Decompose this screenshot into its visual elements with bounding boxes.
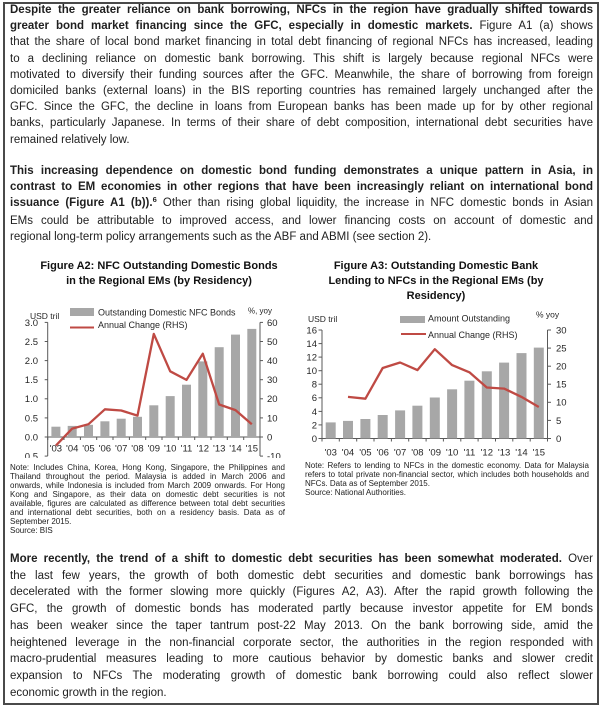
svg-text:'11: '11 (181, 444, 193, 455)
svg-text:30: 30 (267, 375, 278, 386)
svg-text:6: 6 (312, 393, 317, 404)
svg-text:'03: '03 (325, 448, 337, 459)
svg-text:'06: '06 (99, 444, 111, 455)
svg-text:'06: '06 (377, 448, 389, 459)
svg-text:8: 8 (312, 380, 317, 391)
svg-text:-10: -10 (267, 452, 281, 459)
svg-text:Amount Outstanding: Amount Outstanding (428, 314, 510, 324)
svg-text:'11: '11 (464, 448, 476, 459)
svg-text:20: 20 (556, 362, 567, 373)
svg-text:0.0: 0.0 (25, 432, 38, 443)
svg-text:-0.5: -0.5 (25, 452, 38, 459)
svg-text:'13: '13 (498, 448, 510, 459)
svg-text:10: 10 (267, 413, 278, 424)
svg-text:5: 5 (556, 416, 561, 427)
svg-text:'05: '05 (359, 448, 371, 459)
svg-text:Annual Change (RHS): Annual Change (RHS) (98, 320, 188, 330)
svg-text:3.0: 3.0 (25, 318, 38, 329)
svg-text:Annual Change (RHS): Annual Change (RHS) (428, 330, 518, 340)
svg-text:Outstanding Domestic NFC Bonds: Outstanding Domestic NFC Bonds (98, 308, 236, 318)
svg-text:0: 0 (556, 434, 561, 445)
svg-text:16: 16 (306, 325, 317, 336)
svg-text:USD tril: USD tril (308, 314, 337, 324)
svg-text:14: 14 (306, 339, 317, 350)
svg-text:12: 12 (306, 353, 317, 364)
svg-text:50: 50 (267, 337, 278, 348)
svg-text:15: 15 (556, 380, 567, 391)
svg-text:'08: '08 (131, 444, 143, 455)
svg-text:'03: '03 (50, 444, 62, 455)
svg-text:'13: '13 (213, 444, 225, 455)
svg-text:2: 2 (312, 420, 317, 431)
svg-text:'05: '05 (82, 444, 94, 455)
svg-text:10: 10 (306, 366, 317, 377)
svg-text:'10: '10 (446, 448, 458, 459)
svg-text:0.5: 0.5 (25, 413, 38, 424)
svg-text:'12: '12 (481, 448, 493, 459)
svg-text:1.0: 1.0 (25, 394, 38, 405)
svg-text:USD tril: USD tril (30, 311, 59, 321)
svg-text:'07: '07 (394, 448, 406, 459)
svg-text:20: 20 (267, 394, 278, 405)
svg-text:2.5: 2.5 (25, 337, 38, 348)
svg-text:10: 10 (556, 398, 567, 409)
svg-text:0: 0 (267, 432, 272, 443)
svg-text:'14: '14 (515, 448, 527, 459)
svg-text:0: 0 (312, 434, 317, 445)
svg-text:60: 60 (267, 318, 278, 329)
svg-text:30: 30 (556, 325, 567, 336)
svg-text:40: 40 (267, 356, 278, 367)
svg-text:'07: '07 (115, 444, 127, 455)
svg-text:2.0: 2.0 (25, 356, 38, 367)
svg-text:'04: '04 (66, 444, 78, 455)
svg-text:%, yoy: %, yoy (248, 307, 272, 316)
svg-text:'15: '15 (533, 448, 545, 459)
svg-text:'09: '09 (148, 444, 160, 455)
svg-text:1.5: 1.5 (25, 375, 38, 386)
svg-text:'08: '08 (411, 448, 423, 459)
svg-text:'14: '14 (229, 444, 241, 455)
svg-text:4: 4 (312, 407, 317, 418)
svg-text:'04: '04 (342, 448, 354, 459)
svg-text:'09: '09 (429, 448, 441, 459)
svg-text:'10: '10 (164, 444, 176, 455)
svg-text:25: 25 (556, 344, 567, 355)
svg-text:'12: '12 (197, 444, 209, 455)
svg-text:'15: '15 (246, 444, 258, 455)
svg-text:% yoy: % yoy (536, 310, 560, 320)
